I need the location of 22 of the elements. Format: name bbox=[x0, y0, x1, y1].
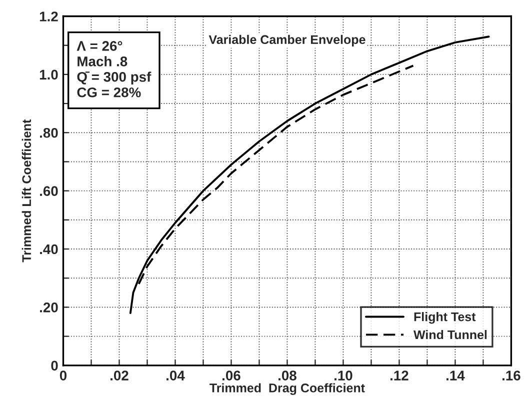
y-tick-label: .40 bbox=[40, 244, 58, 254]
x-tick-label: .04 bbox=[166, 370, 185, 380]
x-axis-title: Trimmed Drag Coefficient bbox=[210, 383, 365, 395]
y-tick-label: 1.2 bbox=[40, 12, 58, 22]
x-tick-label: .06 bbox=[222, 370, 240, 380]
y-tick-label: 1.0 bbox=[40, 70, 58, 80]
x-tick-label: .10 bbox=[334, 370, 352, 380]
x-tick-label: 0 bbox=[60, 370, 67, 380]
x-tick-label: .12 bbox=[390, 370, 408, 380]
y-tick-label: .80 bbox=[40, 128, 58, 138]
y-tick-label: 0 bbox=[51, 360, 58, 371]
legend-label: Wind Tunnel bbox=[414, 330, 487, 340]
x-tick-label: .08 bbox=[278, 370, 296, 380]
x-tick-label: .02 bbox=[110, 370, 128, 380]
y-tick-label: .60 bbox=[40, 186, 58, 196]
legend-label: Flight Test bbox=[414, 312, 476, 324]
y-axis-title: Trimmed Lift Coefficient bbox=[22, 119, 32, 262]
annotation: Λ = 26° Mach .8 Q̄ = 300 psf CG = 28% bbox=[76, 41, 152, 98]
x-tick-label: .16 bbox=[502, 370, 520, 380]
x-tick-label: .14 bbox=[446, 370, 465, 380]
y-tick-label: .20 bbox=[40, 302, 58, 312]
text: Variable Camber Envelope bbox=[208, 34, 366, 47]
